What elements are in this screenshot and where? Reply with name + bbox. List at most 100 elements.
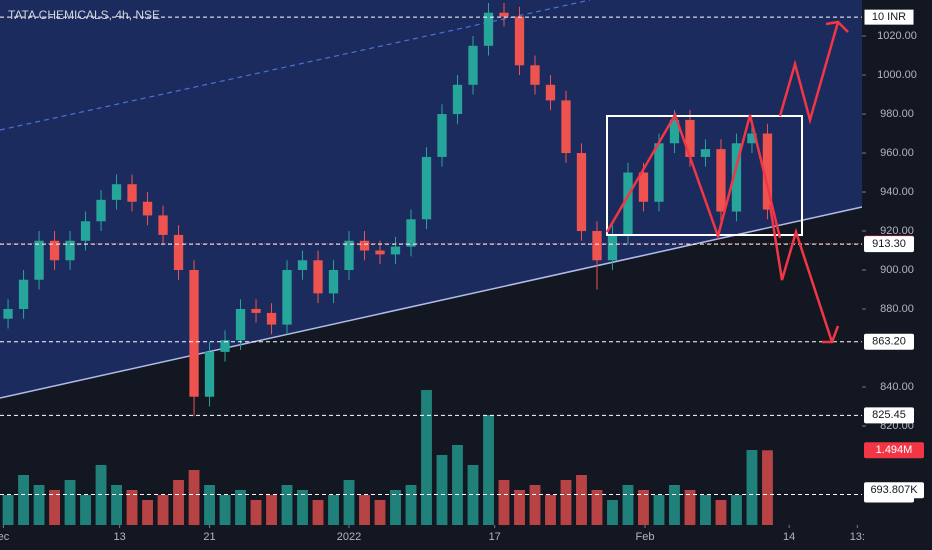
candle-body <box>545 84 556 101</box>
volume-bar <box>80 495 91 525</box>
level-label: 913.30 <box>872 238 906 250</box>
volume-bar <box>49 490 60 525</box>
volume-bar <box>328 495 339 525</box>
candle-body <box>375 250 385 255</box>
level-label: 863.20 <box>872 336 906 348</box>
range-box <box>606 115 803 236</box>
volume-bar <box>142 500 153 525</box>
x-tick-label: 14 <box>783 531 795 543</box>
candle-body <box>437 114 447 157</box>
y-tick-label: 980.00 <box>880 108 914 120</box>
volume-bar <box>560 480 572 525</box>
volume-bar <box>514 490 525 525</box>
candle-body <box>251 308 261 313</box>
level-label: 825.45 <box>872 409 906 421</box>
volume-bar <box>2 495 14 525</box>
candle-body <box>685 119 695 157</box>
candle-body <box>266 312 277 325</box>
volume-bar <box>669 485 680 525</box>
volume-bar <box>762 450 773 525</box>
volume-bar <box>545 495 556 525</box>
x-tick-label: ec <box>0 531 10 543</box>
volume-bar <box>95 465 107 525</box>
currency-label: 10 INR <box>872 11 906 23</box>
volume-bar <box>173 480 184 525</box>
candle-body <box>111 184 122 200</box>
volume-bar <box>529 485 541 525</box>
candle-body <box>638 172 649 202</box>
volume-bar <box>498 480 510 525</box>
candle-body <box>731 143 742 212</box>
level-badge <box>864 407 914 424</box>
candle-body <box>34 240 44 280</box>
volume-bar <box>18 475 29 525</box>
volume-bar <box>452 445 463 525</box>
plot <box>0 2 862 525</box>
candle-body <box>623 172 633 235</box>
currency-badge <box>863 8 915 26</box>
candle-body <box>359 240 370 251</box>
volume-bar <box>483 415 494 525</box>
volume-bar <box>359 495 370 525</box>
candle-body <box>514 16 525 66</box>
arrow-head <box>822 325 840 344</box>
pattern-line <box>605 112 782 241</box>
volume-label: 1.494M <box>876 444 913 456</box>
candle-body <box>282 270 292 325</box>
volume-bar <box>219 495 231 525</box>
volume-bar <box>235 490 246 525</box>
candle-body <box>127 184 137 202</box>
volume-bar <box>111 485 122 525</box>
x-tick-label: 17 <box>489 531 501 543</box>
x-tick-label: Feb <box>636 531 655 543</box>
candle-body <box>18 279 29 309</box>
candle-body <box>669 119 680 144</box>
candle-body <box>468 45 478 85</box>
volume-bar <box>390 490 401 525</box>
x-tick-label: 13 <box>114 531 126 543</box>
candle-body <box>96 199 106 222</box>
volume-bar <box>343 480 355 525</box>
candle-body <box>328 270 339 294</box>
volume-badge <box>864 442 924 459</box>
candle-body <box>561 100 571 154</box>
level-badge <box>864 333 914 350</box>
candle-body <box>158 215 168 235</box>
candle-body <box>499 12 509 17</box>
volume-bar <box>250 500 262 525</box>
volume-bar <box>638 490 649 525</box>
volume-bar <box>405 485 417 525</box>
candle-body <box>530 65 540 85</box>
x-tick-label: 2022 <box>337 531 361 543</box>
candle-body <box>654 143 664 202</box>
volume-bar <box>281 485 293 525</box>
volume-bar <box>653 495 665 525</box>
volume-bar <box>157 495 169 525</box>
candle-body <box>700 149 711 157</box>
candle-body <box>3 308 13 319</box>
level-badge <box>864 236 914 253</box>
up-arrow <box>778 21 840 125</box>
time-axis <box>0 525 862 550</box>
volume-bar <box>312 500 324 525</box>
volume-bar <box>204 485 215 525</box>
volume-bar <box>622 485 634 525</box>
candle-body <box>390 246 401 255</box>
volume-bar <box>467 465 479 525</box>
candle-body <box>747 133 757 144</box>
candle-body <box>406 219 416 247</box>
volume-bar <box>374 500 386 525</box>
candle-body <box>65 240 75 261</box>
volume-badge <box>864 482 924 499</box>
volume-bar <box>715 500 727 525</box>
y-tick-label: 840.00 <box>880 381 914 393</box>
volume-bar <box>731 495 742 525</box>
volume-bar <box>421 390 432 525</box>
candle-body <box>344 240 354 271</box>
chart-title: TATA CHEMICALS, 4h, NSE <box>8 8 160 22</box>
volume-bar <box>576 475 587 525</box>
price-axis <box>862 0 932 550</box>
volume-bar <box>33 485 45 525</box>
candle-body <box>189 270 199 397</box>
candle-body <box>421 156 432 220</box>
